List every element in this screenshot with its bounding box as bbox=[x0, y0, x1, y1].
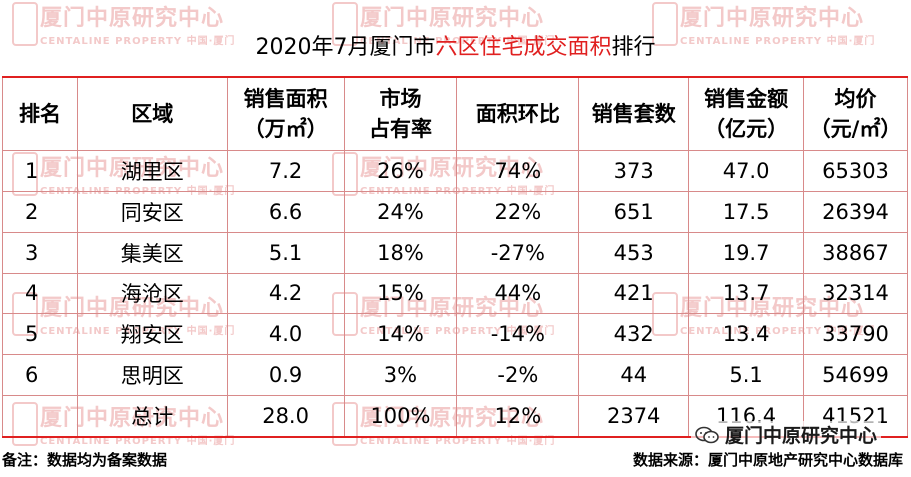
table-cell: 海沧区 bbox=[76, 273, 228, 315]
table-cell: 26394 bbox=[803, 191, 908, 233]
table-cell: 13.4 bbox=[688, 313, 805, 356]
column-header-text: 面积环比 bbox=[475, 102, 560, 126]
table-cell: 翔安区 bbox=[76, 313, 228, 356]
column-header-text: 市场 bbox=[379, 87, 422, 111]
table-cell: 集美区 bbox=[76, 232, 228, 274]
table-row: 6 思明区 0.9 3% -2% 44 5.1 54699 bbox=[2, 354, 908, 397]
table-cell: 7.2 bbox=[226, 150, 345, 192]
table-cell: 15% bbox=[343, 273, 458, 315]
table-cell: 453 bbox=[578, 232, 690, 274]
table-cell: 5 bbox=[2, 313, 78, 356]
column-header: 面积环比 bbox=[456, 76, 580, 151]
table-cell: 421 bbox=[578, 273, 690, 315]
data-source: 数据来源：厦门中原地产研究中心数据库 bbox=[632, 451, 903, 469]
table-cell: 432 bbox=[578, 313, 690, 356]
table-cell: 12% bbox=[456, 395, 580, 439]
column-header-text: 销售金额 bbox=[704, 87, 789, 111]
column-header-text: 占有率 bbox=[368, 117, 432, 141]
table-cell: 26% bbox=[343, 150, 458, 192]
table-cell: -14% bbox=[456, 313, 580, 356]
table-row: 2 同安区 6.6 24% 22% 651 17.5 26394 bbox=[2, 191, 908, 233]
column-header-text: 销售套数 bbox=[591, 102, 676, 126]
table-cell: 5.1 bbox=[226, 232, 345, 274]
column-header: 销售金额 （亿元） bbox=[688, 76, 805, 151]
table-cell: 651 bbox=[578, 191, 690, 233]
table-row: 4 海沧区 4.2 15% 44% 421 13.7 32314 bbox=[2, 273, 908, 315]
table-cell: 47.0 bbox=[688, 150, 805, 192]
table-cell: 373 bbox=[578, 150, 690, 192]
column-header: 排名 bbox=[2, 76, 78, 151]
table-cell: 湖里区 bbox=[76, 150, 228, 192]
table-cell: -2% bbox=[456, 354, 580, 397]
table-cell: 总计 bbox=[76, 395, 228, 439]
table-cell: 38867 bbox=[803, 232, 908, 274]
title-prefix: 2020年7月厦门市 bbox=[255, 35, 436, 60]
wechat-account-badge: 厦门中原研究中心 bbox=[690, 421, 881, 448]
table-cell: 4.2 bbox=[226, 273, 345, 315]
table-cell: 65303 bbox=[803, 150, 908, 192]
column-header: 销售面积 （万㎡） bbox=[226, 76, 345, 151]
column-header-text: 区域 bbox=[131, 102, 174, 126]
table-cell: 100% bbox=[343, 395, 458, 439]
table-cell: 28.0 bbox=[226, 395, 345, 439]
column-header-text: （亿元） bbox=[704, 117, 789, 141]
table-cell: 1 bbox=[2, 150, 78, 192]
wechat-icon bbox=[695, 426, 719, 443]
table-cell: 54699 bbox=[803, 354, 908, 397]
table-cell: 17.5 bbox=[688, 191, 805, 233]
table-cell: -27% bbox=[456, 232, 580, 274]
column-header-text: 排名 bbox=[18, 102, 61, 126]
table-cell: 同安区 bbox=[76, 191, 228, 233]
table-row: 3 集美区 5.1 18% -27% 453 19.7 38867 bbox=[2, 232, 908, 274]
wechat-account-name: 厦门中原研究中心 bbox=[724, 425, 877, 447]
table-cell bbox=[2, 395, 78, 439]
table-cell: 32314 bbox=[803, 273, 908, 315]
table-cell: 44 bbox=[578, 354, 690, 397]
table-cell: 6.6 bbox=[226, 191, 345, 233]
title-highlight: 六区住宅成交面积 bbox=[435, 35, 612, 60]
table-cell: 0.9 bbox=[226, 354, 345, 397]
column-header-text: （万㎡） bbox=[243, 117, 328, 141]
table-cell: 13.7 bbox=[688, 273, 805, 315]
table-cell: 2374 bbox=[578, 395, 690, 439]
table-cell: 19.7 bbox=[688, 232, 805, 274]
table-cell: 44% bbox=[456, 273, 580, 315]
table-cell: 14% bbox=[343, 313, 458, 356]
table-cell: 4.0 bbox=[226, 313, 345, 356]
column-header: 区域 bbox=[76, 76, 228, 151]
table-title: 2020年7月厦门市六区住宅成交面积排行 bbox=[0, 24, 911, 72]
table-row: 1 湖里区 7.2 26% 74% 373 47.0 65303 bbox=[2, 150, 908, 192]
table-cell: 22% bbox=[456, 191, 580, 233]
table-row: 5 翔安区 4.0 14% -14% 432 13.4 33790 bbox=[2, 313, 908, 356]
title-suffix: 排行 bbox=[611, 35, 656, 60]
table-cell: 6 bbox=[2, 354, 78, 397]
column-header: 销售套数 bbox=[578, 76, 690, 151]
table-cell: 74% bbox=[456, 150, 580, 192]
footnote: 备注：数据均为备案数据 bbox=[2, 451, 168, 469]
column-header-text: 销售面积 bbox=[243, 87, 328, 111]
table-cell: 18% bbox=[343, 232, 458, 274]
column-header: 市场 占有率 bbox=[343, 76, 458, 151]
table-cell: 5.1 bbox=[688, 354, 805, 397]
table-cell: 33790 bbox=[803, 313, 908, 356]
ranking-table: 排名 区域 销售面积 （万㎡） 市场 占有率 面积环比 销售套数 销售金额 （亿元） 均价 （元/㎡）… bbox=[2, 76, 908, 439]
table-cell: 3 bbox=[2, 232, 78, 274]
column-header: 均价 （元/㎡） bbox=[803, 76, 908, 151]
table-cell: 4 bbox=[2, 273, 78, 315]
table-cell: 2 bbox=[2, 191, 78, 233]
table-cell: 3% bbox=[343, 354, 458, 397]
table-cell: 思明区 bbox=[76, 354, 228, 397]
table-cell: 24% bbox=[343, 191, 458, 233]
table-header-row: 排名 区域 销售面积 （万㎡） 市场 占有率 面积环比 销售套数 销售金额 （亿元） 均价 （元/㎡） bbox=[2, 76, 908, 151]
column-header-text: （元/㎡） bbox=[809, 117, 902, 141]
column-header-text: 均价 bbox=[834, 87, 877, 111]
